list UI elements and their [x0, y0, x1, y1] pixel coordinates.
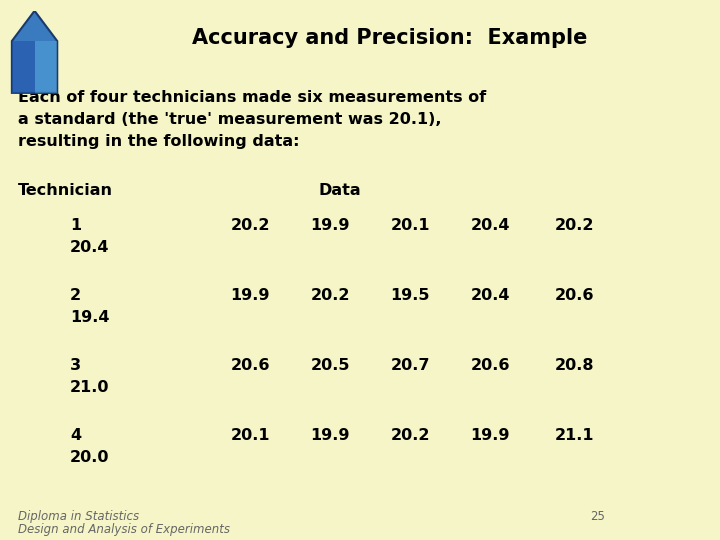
Text: 20.5: 20.5	[310, 358, 350, 373]
Text: 21.1: 21.1	[555, 428, 595, 443]
Text: 20.6: 20.6	[470, 358, 510, 373]
Text: 1: 1	[70, 218, 81, 233]
Text: 19.9: 19.9	[310, 428, 350, 443]
Text: Design and Analysis of Experiments: Design and Analysis of Experiments	[18, 523, 230, 536]
Text: 20.8: 20.8	[555, 358, 595, 373]
Text: 19.4: 19.4	[70, 310, 109, 325]
Text: 20.1: 20.1	[230, 428, 270, 443]
Text: Data: Data	[319, 183, 361, 198]
Polygon shape	[12, 41, 35, 93]
Text: 25: 25	[590, 510, 605, 523]
Text: 20.4: 20.4	[470, 218, 510, 233]
Text: 2: 2	[70, 288, 81, 303]
Text: 20.2: 20.2	[230, 218, 270, 233]
Text: 21.0: 21.0	[70, 380, 109, 395]
Text: 3: 3	[70, 358, 81, 373]
Text: 19.9: 19.9	[310, 218, 350, 233]
Text: 20.6: 20.6	[230, 358, 270, 373]
Text: 20.0: 20.0	[70, 450, 109, 465]
Text: 20.4: 20.4	[70, 240, 109, 255]
Polygon shape	[35, 41, 58, 93]
Text: Diploma in Statistics: Diploma in Statistics	[18, 510, 139, 523]
Text: Technician: Technician	[18, 183, 113, 198]
Text: 19.9: 19.9	[230, 288, 270, 303]
Text: 19.5: 19.5	[390, 288, 430, 303]
Text: 20.7: 20.7	[390, 358, 430, 373]
Text: 20.2: 20.2	[310, 288, 350, 303]
Polygon shape	[12, 11, 58, 93]
Text: 20.2: 20.2	[555, 218, 595, 233]
Text: Each of four technicians made six measurements of: Each of four technicians made six measur…	[18, 90, 486, 105]
Text: Accuracy and Precision:  Example: Accuracy and Precision: Example	[192, 28, 588, 48]
Text: 20.2: 20.2	[390, 428, 430, 443]
Text: 4: 4	[70, 428, 81, 443]
Text: 20.1: 20.1	[390, 218, 430, 233]
Text: resulting in the following data:: resulting in the following data:	[18, 134, 300, 149]
Text: 19.9: 19.9	[470, 428, 510, 443]
Text: 20.4: 20.4	[470, 288, 510, 303]
Text: a standard (the 'true' measurement was 20.1),: a standard (the 'true' measurement was 2…	[18, 112, 441, 127]
Text: 20.6: 20.6	[555, 288, 595, 303]
